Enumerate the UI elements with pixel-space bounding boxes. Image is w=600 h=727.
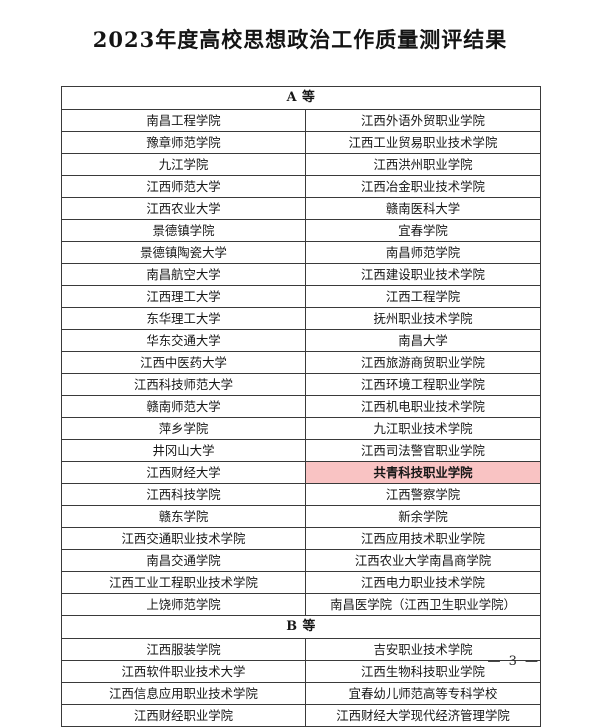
school-name-cell: 南昌航空大学 <box>61 263 306 286</box>
table-row: 南昌交通学院 江西农业大学南昌商学院 <box>61 549 541 572</box>
school-name-cell: 宜春幼儿师范高等专科学校 <box>305 682 541 705</box>
school-name-cell: 赣南师范大学 <box>61 395 306 418</box>
school-name-cell: 江西工业工程职业技术学院 <box>61 571 306 594</box>
school-name-cell: 江西工程学院 <box>305 285 541 308</box>
grade-label: B 等 <box>61 615 541 639</box>
table-row: 江西科技学院 江西警察学院 <box>61 483 541 506</box>
school-name-cell: 江西建设职业技术学院 <box>305 263 541 286</box>
table-row: 南昌工程学院 江西外语外贸职业学院 <box>61 109 541 132</box>
table-row: 萍乡学院 九江职业技术学院 <box>61 417 541 440</box>
table-row: 江西科技师范大学 江西环境工程职业学院 <box>61 373 541 396</box>
school-name-cell: 南昌医学院（江西卫生职业学院） <box>305 593 541 616</box>
table-row: 江西服装学院 吉安职业技术学院 <box>61 638 541 661</box>
school-name-cell: 南昌师范学院 <box>305 241 541 264</box>
table-row: 华东交通大学 南昌大学 <box>61 329 541 352</box>
school-name-cell: 上饶师范学院 <box>61 593 306 616</box>
grade-header-row: A 等 <box>61 86 541 110</box>
school-name-cell: 萍乡学院 <box>61 417 306 440</box>
school-name-cell: 赣南医科大学 <box>305 197 541 220</box>
table-row: 江西农业大学 赣南医科大学 <box>61 197 541 220</box>
school-name-cell: 九江学院 <box>61 153 306 176</box>
school-name-cell: 南昌工程学院 <box>61 109 306 132</box>
page-number: — 3 — <box>487 654 540 669</box>
school-name-cell: 江西信息应用职业技术学院 <box>61 682 306 705</box>
school-name-cell: 江西旅游商贸职业学院 <box>305 351 541 374</box>
school-name-cell: 江西科技师范大学 <box>61 373 306 396</box>
table-row: 井冈山大学 江西司法警官职业学院 <box>61 439 541 462</box>
school-name-cell: 江西师范大学 <box>61 175 306 198</box>
school-name-cell: 江西洪州职业学院 <box>305 153 541 176</box>
evaluation-results-table: A 等南昌工程学院 江西外语外贸职业学院 豫章师范学院 江西工业贸易职业技术学院 九江学… <box>61 86 541 727</box>
school-name-cell: 南昌大学 <box>305 329 541 352</box>
page-title: 2023年度高校思想政治工作质量测评结果 <box>92 27 508 52</box>
school-name-cell: 江西环境工程职业学院 <box>305 373 541 396</box>
table-row: 景德镇陶瓷大学 南昌师范学院 <box>61 241 541 264</box>
school-name-cell: 江西财经职业学院 <box>61 704 306 727</box>
school-name-cell: 江西警察学院 <box>305 483 541 506</box>
school-name-cell: 江西服装学院 <box>61 638 306 661</box>
table-row: 景德镇学院 宜春学院 <box>61 219 541 242</box>
table-row: 上饶师范学院 南昌医学院（江西卫生职业学院） <box>61 593 541 616</box>
results-table-container: A 等南昌工程学院 江西外语外贸职业学院 豫章师范学院 江西工业贸易职业技术学院 九江学… <box>61 86 541 727</box>
table-row: 江西信息应用职业技术学院 宜春幼儿师范高等专科学校 <box>61 682 541 705</box>
school-name-cell: 江西中医药大学 <box>61 351 306 374</box>
school-name-cell: 景德镇陶瓷大学 <box>61 241 306 264</box>
school-name-cell: 江西交通职业技术学院 <box>61 527 306 550</box>
school-name-cell: 豫章师范学院 <box>61 131 306 154</box>
school-name-cell: 江西电力职业技术学院 <box>305 571 541 594</box>
school-name-cell-highlighted: 共青科技职业学院 <box>305 461 541 484</box>
school-name-cell: 景德镇学院 <box>61 219 306 242</box>
table-row: 赣东学院 新余学院 <box>61 505 541 528</box>
school-name-cell: 江西软件职业技术大学 <box>61 660 306 683</box>
school-name-cell: 江西农业大学 <box>61 197 306 220</box>
school-name-cell: 赣东学院 <box>61 505 306 528</box>
table-row: 江西理工大学 江西工程学院 <box>61 285 541 308</box>
table-row: 东华理工大学 抚州职业技术学院 <box>61 307 541 330</box>
school-name-cell: 江西理工大学 <box>61 285 306 308</box>
table-row: 江西软件职业技术大学 江西生物科技职业学院 <box>61 660 541 683</box>
school-name-cell: 江西机电职业技术学院 <box>305 395 541 418</box>
school-name-cell: 江西冶金职业技术学院 <box>305 175 541 198</box>
grade-header-row: B 等 <box>61 615 541 639</box>
table-body: A 等南昌工程学院 江西外语外贸职业学院 豫章师范学院 江西工业贸易职业技术学院 九江学… <box>61 86 541 727</box>
table-row: 江西财经大学 共青科技职业学院 <box>61 461 541 484</box>
table-row: 江西中医药大学 江西旅游商贸职业学院 <box>61 351 541 374</box>
school-name-cell: 江西科技学院 <box>61 483 306 506</box>
school-name-cell: 江西应用技术职业学院 <box>305 527 541 550</box>
table-row: 九江学院 江西洪州职业学院 <box>61 153 541 176</box>
school-name-cell: 新余学院 <box>305 505 541 528</box>
school-name-cell: 南昌交通学院 <box>61 549 306 572</box>
table-row: 赣南师范大学 江西机电职业技术学院 <box>61 395 541 418</box>
school-name-cell: 江西工业贸易职业技术学院 <box>305 131 541 154</box>
table-row: 江西交通职业技术学院 江西应用技术职业学院 <box>61 527 541 550</box>
table-row: 南昌航空大学 江西建设职业技术学院 <box>61 263 541 286</box>
table-row: 豫章师范学院 江西工业贸易职业技术学院 <box>61 131 541 154</box>
document-page: 2023年度高校思想政治工作质量测评结果 A 等南昌工程学院 江西外语外贸职业学院… <box>61 27 541 727</box>
school-name-cell: 九江职业技术学院 <box>305 417 541 440</box>
school-name-cell: 江西财经大学 <box>61 461 306 484</box>
table-row: 江西财经职业学院 江西财经大学现代经济管理学院 <box>61 704 541 727</box>
school-name-cell: 江西外语外贸职业学院 <box>305 109 541 132</box>
school-name-cell: 江西农业大学南昌商学院 <box>305 549 541 572</box>
school-name-cell: 江西财经大学现代经济管理学院 <box>305 704 541 727</box>
school-name-cell: 宜春学院 <box>305 219 541 242</box>
table-row: 江西师范大学 江西冶金职业技术学院 <box>61 175 541 198</box>
school-name-cell: 东华理工大学 <box>61 307 306 330</box>
school-name-cell: 江西司法警官职业学院 <box>305 439 541 462</box>
school-name-cell: 华东交通大学 <box>61 329 306 352</box>
school-name-cell: 井冈山大学 <box>61 439 306 462</box>
school-name-cell: 抚州职业技术学院 <box>305 307 541 330</box>
grade-label: A 等 <box>61 86 541 110</box>
table-row: 江西工业工程职业技术学院 江西电力职业技术学院 <box>61 571 541 594</box>
